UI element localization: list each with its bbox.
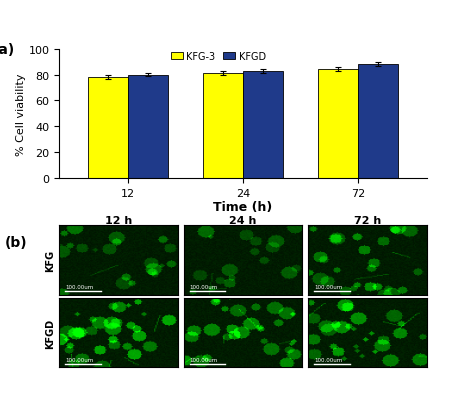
Bar <box>203 74 243 178</box>
Bar <box>318 70 358 178</box>
Y-axis label: % Cell viability: % Cell viability <box>16 73 26 155</box>
Text: (b): (b) <box>5 235 27 249</box>
Y-axis label: KFG: KFG <box>45 249 55 271</box>
Text: 100.00um: 100.00um <box>65 357 93 362</box>
Y-axis label: KFGD: KFGD <box>45 318 55 348</box>
Text: 100.00um: 100.00um <box>314 357 342 362</box>
Text: 100.00um: 100.00um <box>314 285 342 290</box>
Title: 12 h: 12 h <box>105 215 132 225</box>
X-axis label: Time (h): Time (h) <box>213 201 273 214</box>
Bar <box>88 78 128 178</box>
Text: (a): (a) <box>0 43 15 57</box>
Text: 100.00um: 100.00um <box>190 285 218 290</box>
Bar <box>128 75 168 178</box>
Bar <box>243 71 283 178</box>
Text: 100.00um: 100.00um <box>65 285 93 290</box>
Legend: KFG-3, KFGD: KFG-3, KFGD <box>167 48 270 66</box>
Title: 24 h: 24 h <box>229 215 256 225</box>
Text: 100.00um: 100.00um <box>190 357 218 362</box>
Bar <box>358 65 398 178</box>
Title: 72 h: 72 h <box>354 215 381 225</box>
